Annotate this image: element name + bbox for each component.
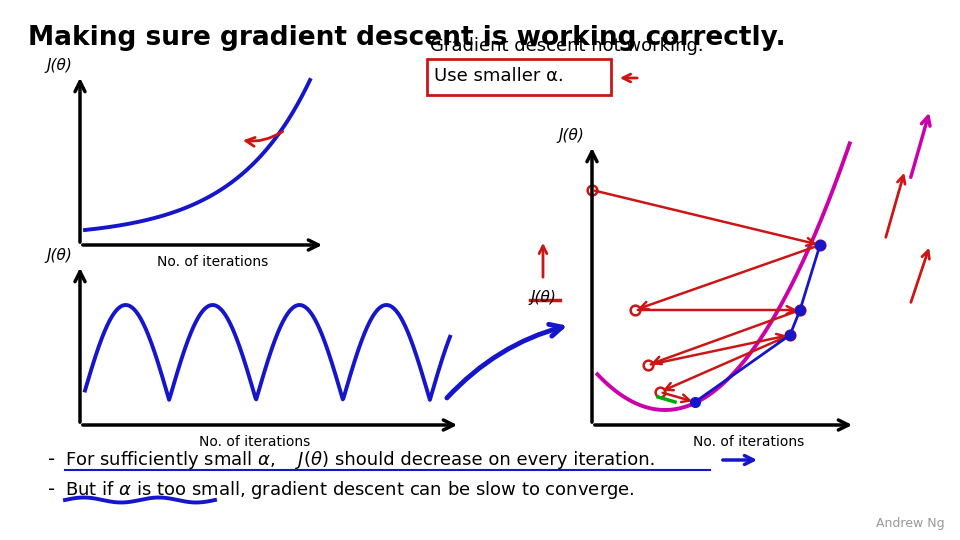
Text: For sufficiently small $\alpha$,: For sufficiently small $\alpha$, [65, 449, 276, 471]
Text: Making sure gradient descent is working correctly.: Making sure gradient descent is working … [28, 25, 785, 51]
Text: J(θ): J(θ) [46, 248, 72, 263]
Text: should decrease on every iteration.: should decrease on every iteration. [335, 451, 656, 469]
Text: But if $\alpha$ is too small, gradient descent can be slow to converge.: But if $\alpha$ is too small, gradient d… [65, 479, 635, 501]
Text: J(θ): J(θ) [530, 290, 556, 305]
Text: Gradient descent not working.: Gradient descent not working. [430, 37, 704, 55]
Text: Andrew Ng: Andrew Ng [876, 517, 945, 530]
Text: No. of iterations: No. of iterations [200, 435, 311, 449]
Text: -: - [48, 481, 55, 500]
FancyBboxPatch shape [427, 59, 611, 95]
Text: -: - [48, 450, 55, 469]
Text: No. of iterations: No. of iterations [156, 255, 268, 269]
Text: $J(\theta)$: $J(\theta)$ [295, 449, 328, 471]
Text: J(θ): J(θ) [558, 128, 584, 143]
Text: Use smaller α.: Use smaller α. [434, 67, 564, 85]
Text: J(θ): J(θ) [46, 58, 72, 73]
Text: No. of iterations: No. of iterations [693, 435, 804, 449]
